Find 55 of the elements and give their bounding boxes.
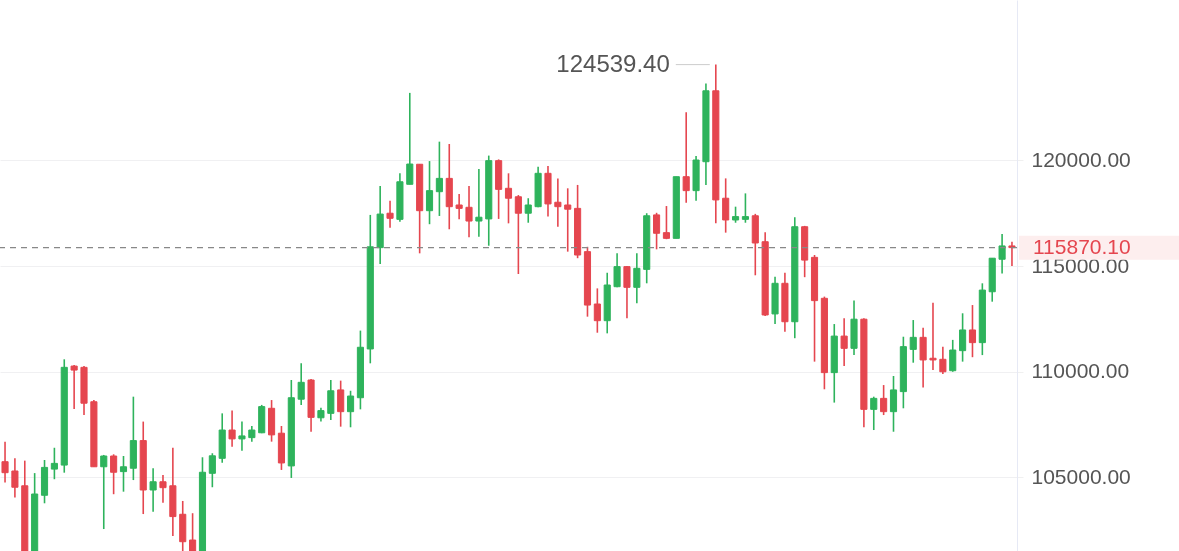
candlestick (593, 287, 601, 334)
candlestick (149, 467, 157, 513)
candlestick (504, 172, 513, 225)
candlestick (327, 379, 335, 421)
candlestick (623, 265, 631, 320)
candlestick (297, 362, 305, 406)
candlestick (919, 326, 927, 389)
candlestick (11, 457, 19, 499)
candlestick (159, 474, 167, 504)
annotation: 124539.40 (556, 49, 670, 77)
candlestick (613, 252, 621, 289)
candlestick (870, 395, 878, 431)
candlestick (949, 339, 957, 373)
candlestick (554, 177, 562, 228)
y-tick-label: 110000.00 (1031, 359, 1130, 383)
candlestick (880, 384, 888, 416)
candlestick (346, 389, 355, 429)
candlestick (238, 420, 246, 452)
candlestick (1, 440, 9, 484)
candlestick (228, 409, 236, 448)
candlestick (741, 192, 749, 224)
candlestick (70, 364, 78, 410)
candlestick (514, 194, 522, 275)
candlestick (110, 453, 118, 496)
candlestick (189, 512, 197, 551)
candlestick (840, 317, 848, 367)
candlestick (722, 177, 730, 234)
candlestick (653, 212, 661, 251)
candlestick (998, 233, 1006, 275)
candlestick (524, 197, 532, 224)
candlestick (425, 160, 434, 225)
candlestick (1008, 240, 1016, 267)
candlestick (100, 454, 108, 530)
candlestick (939, 345, 947, 375)
candlestick (959, 312, 967, 363)
candlestick (119, 455, 128, 493)
candlestick (406, 92, 414, 186)
candlestick (633, 252, 641, 305)
candlestick (465, 185, 473, 239)
candlestick (455, 193, 463, 221)
candlestick (889, 375, 898, 433)
candlestick (208, 452, 216, 489)
candlestick (564, 187, 572, 253)
candlestick (929, 301, 937, 371)
candlestick (968, 304, 977, 358)
candlestick (337, 379, 345, 428)
y-tick-label: 105000.00 (1031, 464, 1131, 488)
candlestick (909, 319, 917, 364)
candlestick (386, 199, 394, 229)
candlestick (662, 205, 671, 240)
candlestick (435, 140, 443, 217)
candlestick (50, 446, 58, 481)
candlestick (475, 168, 483, 238)
y-tick-label: 120000.00 (1031, 147, 1131, 171)
candlestick (682, 111, 690, 204)
